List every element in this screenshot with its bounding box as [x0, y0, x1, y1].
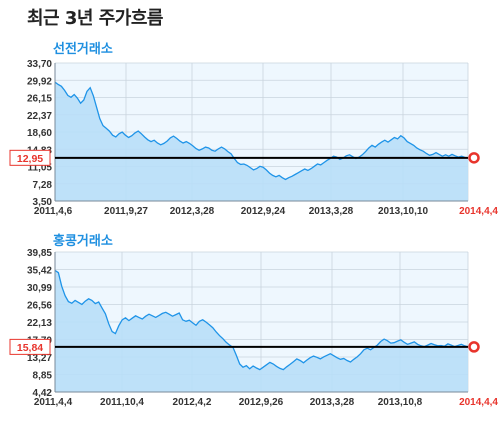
chart1-x-tick-label: 2014,4,4: [459, 206, 498, 217]
chart2-current-value-marker: [468, 341, 480, 353]
chart1-x-tick-label: 2013,10,10: [378, 206, 428, 217]
chart1-reference-label: 12,95: [17, 153, 43, 165]
chart1-y-tick-label: 29,92: [27, 76, 52, 87]
chart2-x-tick-label: 2011,4,4: [34, 397, 73, 408]
chart2-x-tick-label: 2012,9,26: [239, 397, 284, 408]
chart2-y-tick-label: 26,56: [27, 301, 52, 312]
chart1-series-line: [54, 81, 469, 181]
chart2-y-tick-label: 4,42: [33, 388, 53, 399]
chart1-y-tick-label: 18,60: [27, 128, 52, 139]
chart2-reference-label: 15,84: [17, 342, 43, 354]
chart1-y-tick-label: 26,15: [27, 94, 52, 105]
chart1-y-tick-label: 33,70: [27, 59, 52, 70]
chart2-series-line: [54, 269, 469, 371]
chart2-x-tick-label: 2014,4,4: [459, 397, 498, 408]
chart2-y-tick-label: 8,85: [33, 371, 53, 382]
chart1-series-area: [55, 82, 468, 201]
chart2-x-tick-label: 2013,10,8: [378, 397, 423, 408]
chart1-y-tick-label: 7,28: [33, 180, 53, 191]
chart1-x-tick-label: 2013,3,28: [309, 206, 354, 217]
chart1-y-tick-label: 3,50: [33, 197, 53, 208]
chart1-x-tick-label: 2012,9,24: [241, 206, 286, 217]
chart1-x-tick-label: 2011,9,27: [104, 206, 148, 217]
chart1-y-tick-label: 22,37: [27, 111, 52, 122]
chart2-y-tick-label: 13,27: [27, 353, 52, 364]
chart2-reference-label-box: [9, 338, 51, 355]
chart2-x-tick-label: 2013,3,28: [310, 397, 355, 408]
chart1-title: 선전거래소: [53, 42, 113, 57]
chart2-y-tick-label: 39,85: [27, 248, 52, 259]
chart2-y-tick-label: 35,42: [27, 266, 52, 277]
chart2-y-tick-label: 30,99: [27, 283, 52, 294]
chart1-x-tick-label: 2012,3,28: [170, 206, 215, 217]
chart1-y-tick-label: 11,05: [28, 163, 53, 174]
chart2-x-tick-label: 2011,10,4: [100, 397, 144, 408]
chart2-y-tick-label: 22,13: [27, 318, 52, 329]
chart1-x-tick-label: 2011,4,6: [34, 206, 73, 217]
chart1-current-value-marker: [468, 152, 480, 164]
page-title: 최근 3년 주가흐름: [27, 8, 163, 29]
chart2-series-area: [55, 270, 468, 392]
chart2-x-tick-label: 2012,4,2: [173, 397, 212, 408]
chart1-reference-label-box: [9, 149, 51, 166]
chart2-title: 홍콩거래소: [53, 234, 113, 249]
